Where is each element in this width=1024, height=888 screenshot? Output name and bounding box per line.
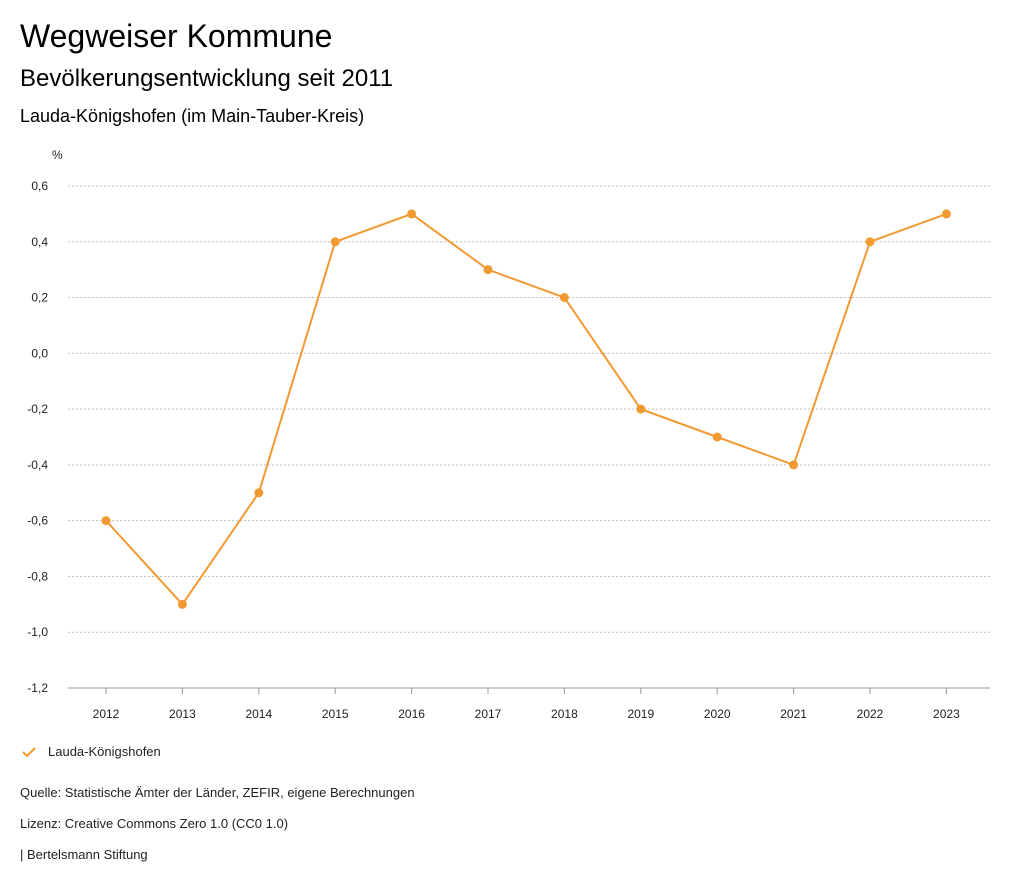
legend-item[interactable]: Lauda-Königshofen (22, 744, 161, 759)
x-tick-label: 2014 (245, 707, 272, 721)
line-chart: % 0,6 0,4 0,2 0,0 -0,2 -0,4 -0,6 -0,8 -1,0 -1,2 2… (27, 148, 990, 721)
y-tick-label: -0,8 (27, 569, 48, 583)
series-line (105, 212, 947, 606)
x-tick-label: 2023 (933, 707, 960, 721)
check-icon (22, 746, 36, 757)
data-point[interactable] (330, 237, 340, 247)
data-point[interactable] (483, 265, 493, 275)
x-tick-label: 2018 (551, 707, 578, 721)
y-tick-label: -0,2 (27, 402, 48, 416)
source-note: Quelle: Statistische Ämter der Länder, Z… (20, 785, 415, 800)
x-tick-label: 2015 (322, 707, 349, 721)
y-tick-label: -1,0 (27, 625, 48, 639)
data-point[interactable] (636, 404, 646, 414)
data-point[interactable] (559, 293, 569, 303)
data-point[interactable] (407, 209, 417, 219)
data-point[interactable] (941, 209, 951, 219)
x-tick-label: 2022 (857, 707, 884, 721)
y-tick-label: 0,2 (31, 291, 48, 305)
publisher-note: | Bertelsmann Stiftung (20, 847, 148, 862)
x-tick-label: 2021 (780, 707, 807, 721)
page-title: Wegweiser Kommune (20, 18, 333, 54)
data-point[interactable] (789, 460, 799, 470)
data-point[interactable] (177, 599, 187, 609)
y-tick-label: -0,6 (27, 514, 48, 528)
license-note: Lizenz: Creative Commons Zero 1.0 (CC0 1… (20, 816, 289, 831)
data-point[interactable] (712, 432, 722, 442)
y-axis-unit-label: % (52, 148, 63, 162)
data-point[interactable] (865, 237, 875, 247)
chart-subtitle: Bevölkerungsentwicklung seit 2011 (20, 65, 394, 92)
y-tick-label: 0,6 (31, 179, 48, 193)
x-tick-label: 2012 (93, 707, 120, 721)
x-tick-label: 2017 (475, 707, 502, 721)
y-tick-label: 0,4 (31, 235, 48, 249)
x-tick-label: 2020 (704, 707, 731, 721)
x-tick-label: 2016 (398, 707, 425, 721)
y-tick-label: -0,4 (27, 458, 48, 472)
y-tick-label: 0,0 (31, 346, 48, 360)
legend-label: Lauda-Königshofen (48, 744, 161, 759)
data-point[interactable] (101, 516, 111, 526)
region-label: Lauda-Königshofen (im Main-Tauber-Kreis) (20, 106, 365, 126)
y-tick-label: -1,2 (27, 681, 48, 695)
x-tick-label: 2013 (169, 707, 196, 721)
data-point[interactable] (254, 488, 264, 498)
x-tick-label: 2019 (627, 707, 654, 721)
